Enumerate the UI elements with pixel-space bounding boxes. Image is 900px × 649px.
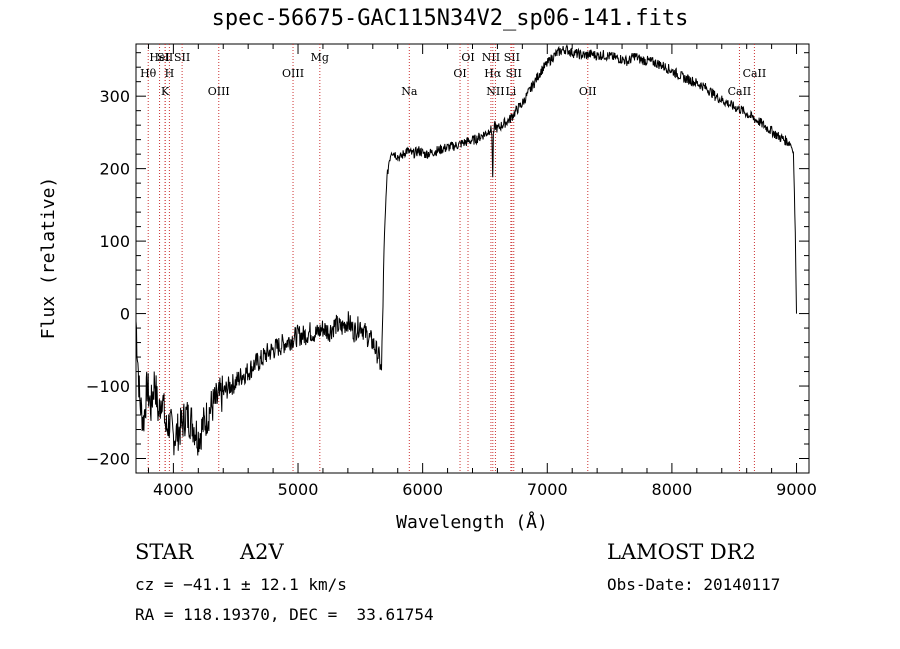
line-label: OIII — [282, 67, 304, 80]
ra-dec: RA = 118.19370, DEC = 33.61754 — [135, 605, 434, 624]
line-label: SII — [157, 51, 173, 64]
x-axis-label: Wavelength (Å) — [396, 511, 548, 533]
x-axis-ticks: 4000 5000 6000 7000 8000 9000 — [147, 44, 817, 499]
line-label: OI — [453, 67, 466, 80]
line-label: HeI — [149, 51, 169, 64]
line-label: Hθ — [140, 67, 157, 80]
object-subclass: A2V — [240, 540, 284, 564]
line-label: OII — [579, 85, 597, 98]
line-label: OIII — [208, 85, 230, 98]
x-tick-label: 8000 — [652, 480, 693, 499]
observation-date: Obs-Date: 20140117 — [607, 575, 781, 594]
x-tick-label: 7000 — [527, 480, 568, 499]
y-tick-label: −100 — [86, 377, 130, 396]
y-tick-label: 0 — [120, 305, 130, 324]
plot-frame — [135, 43, 810, 474]
y-tick-label: 200 — [99, 160, 130, 179]
survey-name: LAMOST DR2 — [607, 540, 756, 564]
line-label: NII — [486, 85, 504, 98]
line-label: OI — [461, 51, 474, 64]
line-label: CaII — [728, 85, 752, 98]
line-label: Hα — [484, 67, 502, 80]
x-tick-label: 6000 — [402, 480, 443, 499]
line-label: H — [165, 67, 175, 80]
y-axis-ticks: −200 −100 0 100 200 300 — [86, 52, 809, 469]
x-tick-label: 9000 — [776, 480, 817, 499]
series-spectrum-line — [135, 44, 797, 456]
x-tick-label: 4000 — [153, 480, 194, 499]
line-label: Na — [401, 85, 418, 98]
y-tick-label: 100 — [99, 232, 130, 251]
line-label: NII — [482, 51, 500, 64]
line-label: SII — [174, 51, 190, 64]
line-label: CaII — [743, 67, 767, 80]
object-class: STAR — [135, 540, 194, 564]
y-axis-label: Flux (relative) — [38, 177, 59, 340]
line-label: Mg — [311, 51, 329, 64]
line-label: SII — [506, 67, 522, 80]
y-tick-label: 300 — [99, 87, 130, 106]
line-label: K — [161, 85, 170, 98]
line-label: Li — [505, 85, 516, 98]
redshift-cz: cz = −41.1 ± 12.1 km/s — [135, 575, 347, 594]
y-tick-label: −200 — [86, 450, 130, 469]
line-label: SII — [504, 51, 520, 64]
chart-title: spec-56675-GAC115N34V2_sp06-141.fits — [211, 6, 689, 31]
x-tick-label: 5000 — [278, 480, 319, 499]
